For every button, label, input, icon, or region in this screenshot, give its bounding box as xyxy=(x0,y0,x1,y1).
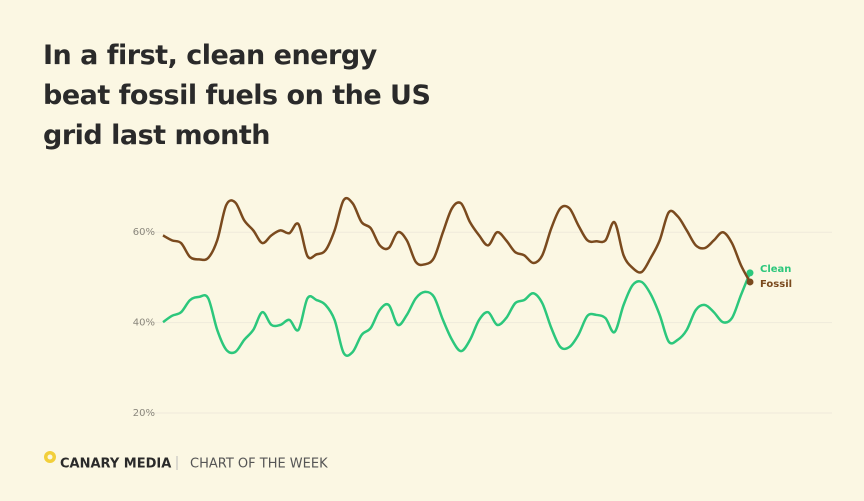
y-tick-label: 40% xyxy=(133,318,155,329)
end-dot xyxy=(746,278,754,286)
series-line xyxy=(162,272,752,357)
chart-title: In a first, clean energy beat fossil fue… xyxy=(43,40,431,151)
y-tick-label: 60% xyxy=(133,227,155,238)
end-dot xyxy=(746,269,754,277)
series-line xyxy=(162,196,752,283)
legend-label: Clean xyxy=(760,264,791,275)
logo-center xyxy=(47,454,53,460)
y-tick-label: 20% xyxy=(133,408,155,419)
section: CHART OF THE WEEK xyxy=(190,457,328,472)
brand: CANARY MEDIA xyxy=(60,457,171,472)
legend-label: Fossil xyxy=(760,279,792,290)
